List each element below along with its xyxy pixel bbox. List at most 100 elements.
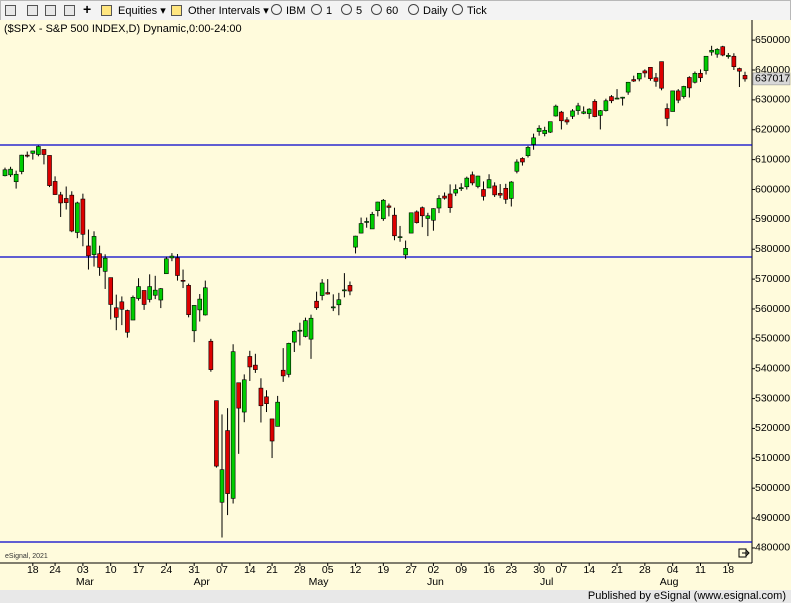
- candle-body: [36, 146, 41, 155]
- icon[interactable]: [45, 5, 56, 16]
- candle-body: [609, 96, 614, 102]
- candle-body: [52, 181, 58, 195]
- x-tick-label: 23: [505, 564, 517, 576]
- candle-body: [58, 194, 63, 204]
- folder-icon[interactable]: [101, 5, 112, 16]
- candle-body: [614, 97, 620, 100]
- label: IBM: [286, 5, 306, 17]
- candle-body: [41, 149, 47, 155]
- candle-body: [197, 298, 203, 311]
- x-tick-label: 28: [294, 564, 306, 576]
- candle-body: [119, 301, 125, 310]
- candle-body: [737, 68, 742, 72]
- candle-body: [687, 77, 692, 89]
- y-tick-label: 580000: [755, 243, 790, 255]
- candle-body: [559, 111, 564, 122]
- candle-body: [214, 400, 219, 467]
- month-label: Jul: [540, 576, 553, 588]
- toolbar-item[interactable]: Equities ▾: [118, 5, 166, 17]
- candle-body: [297, 329, 303, 332]
- candle-body: [19, 154, 24, 172]
- candle-body: [625, 81, 631, 93]
- candle-body: [24, 154, 30, 157]
- candle-body: [191, 305, 197, 332]
- candle-body: [598, 110, 603, 116]
- toolbar-item[interactable]: 1: [311, 4, 332, 18]
- candle-body: [581, 111, 586, 114]
- toolbar-item[interactable]: Daily: [408, 4, 447, 18]
- candle-body: [536, 127, 542, 132]
- candle-body: [264, 396, 269, 404]
- candle-body: [247, 356, 253, 368]
- candle-body: [509, 181, 514, 199]
- toolbar-item[interactable]: Other Intervals ▾: [188, 5, 269, 17]
- candle-body: [80, 198, 86, 235]
- candle-body: [253, 364, 258, 370]
- candle-body: [342, 289, 347, 292]
- x-tick-label: 16: [483, 564, 495, 576]
- x-tick-label: 31: [188, 564, 200, 576]
- candle-body: [575, 105, 581, 111]
- month-label: Mar: [76, 576, 95, 588]
- candle-body: [386, 205, 392, 208]
- candle-body: [547, 121, 553, 133]
- toolbar-item[interactable]: 60: [371, 4, 398, 18]
- candle-body: [136, 286, 141, 299]
- x-tick-label: 18: [722, 564, 734, 576]
- chart: ($SPX - S&P 500 INDEX,D) Dynamic,0:00-24…: [0, 20, 791, 603]
- toolbar-item[interactable]: Tick: [452, 4, 487, 18]
- candle-body: [2, 169, 8, 177]
- x-tick-label: 24: [161, 564, 173, 576]
- candle-body: [653, 77, 659, 82]
- candle-body: [180, 279, 186, 282]
- candle-body: [280, 369, 286, 377]
- candle-body: [603, 100, 609, 111]
- x-tick-label: 12: [350, 564, 362, 576]
- candle-body: [336, 299, 342, 306]
- candle-body: [236, 382, 241, 409]
- toolbar-item[interactable]: 5: [341, 4, 362, 18]
- candle-body: [141, 290, 147, 305]
- x-tick-label: 21: [266, 564, 278, 576]
- x-tick-label: 04: [667, 564, 679, 576]
- scroll-icon[interactable]: [738, 548, 750, 558]
- candle-body: [698, 72, 703, 79]
- candle-body: [230, 351, 236, 499]
- add-button[interactable]: +: [83, 1, 92, 17]
- candle-body: [464, 177, 470, 188]
- candle-body: [414, 211, 420, 223]
- candle-body: [692, 72, 698, 83]
- candle-body: [30, 150, 36, 154]
- x-tick-label: 14: [244, 564, 256, 576]
- candle-body: [514, 161, 520, 172]
- folder-icon[interactable]: [171, 5, 182, 16]
- candle-body: [102, 257, 108, 272]
- candle-body: [364, 221, 369, 223]
- month-label: May: [309, 576, 330, 588]
- icon[interactable]: [64, 5, 75, 16]
- candle-body: [275, 401, 280, 427]
- candle-body: [13, 173, 19, 183]
- icon[interactable]: [27, 5, 38, 16]
- candle-body: [392, 214, 397, 237]
- candle-body: [726, 55, 731, 57]
- y-tick-label: 540000: [755, 363, 790, 375]
- candle-body: [670, 90, 675, 112]
- last-price-label: 637017: [755, 73, 790, 85]
- toolbar: + Equities ▾ Other Intervals ▾ IBM 1 5 6…: [0, 0, 791, 21]
- candle-body: [592, 101, 598, 117]
- toolbar-item[interactable]: IBM: [271, 4, 306, 18]
- y-tick-label: 620000: [755, 124, 790, 136]
- candle-body: [314, 300, 319, 309]
- candle-body: [497, 193, 503, 196]
- month-label: Aug: [660, 576, 679, 588]
- candle-body: [431, 208, 436, 221]
- candle-body: [525, 147, 531, 157]
- x-tick-label: 30: [533, 564, 545, 576]
- candle-body: [186, 285, 191, 315]
- candle-body: [425, 215, 431, 219]
- candle-body: [63, 198, 69, 203]
- candle-body: [175, 257, 180, 276]
- icon[interactable]: [5, 5, 16, 16]
- candle-body: [169, 255, 175, 259]
